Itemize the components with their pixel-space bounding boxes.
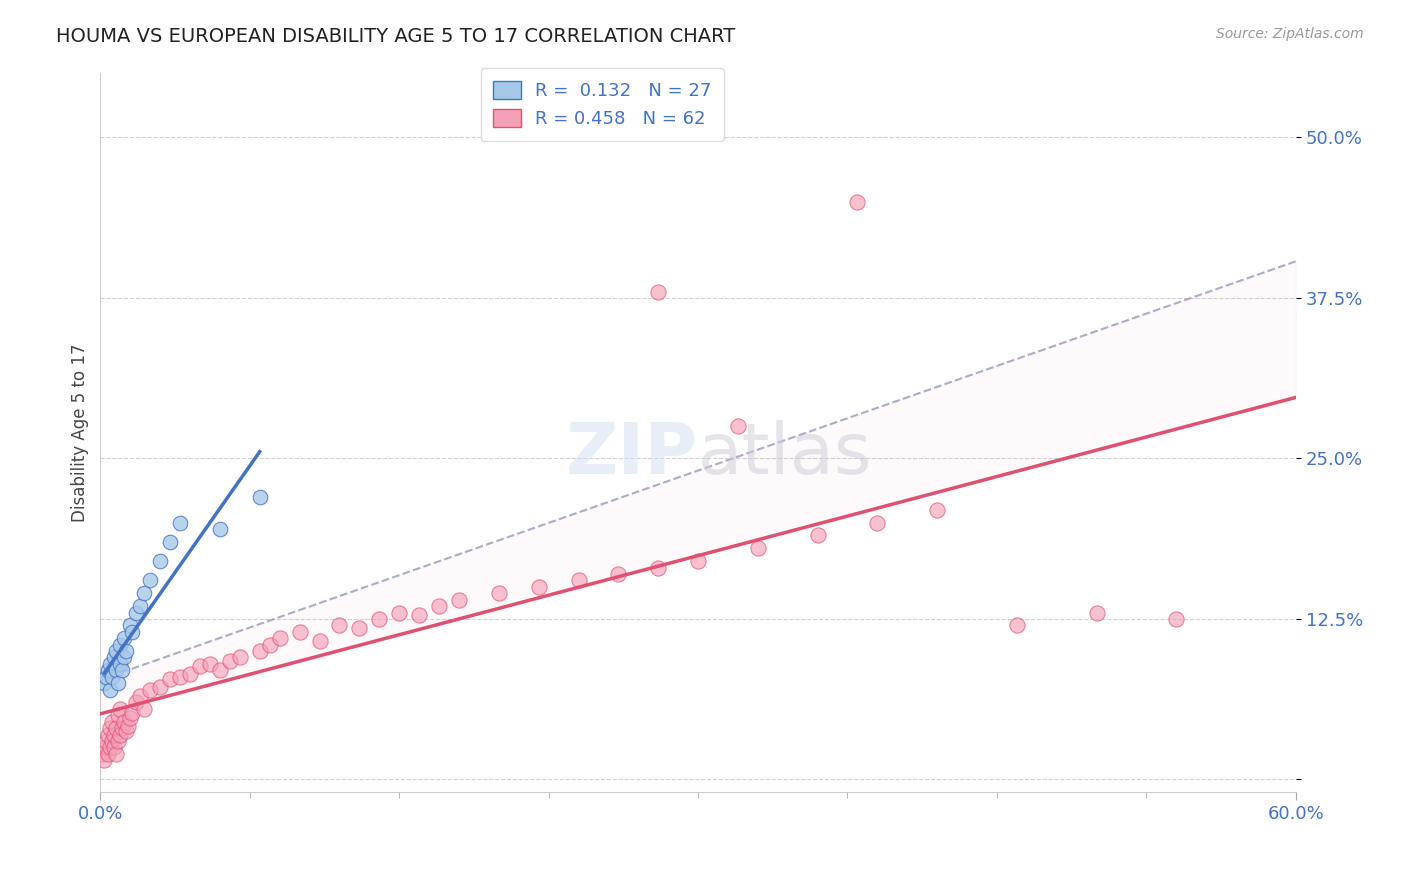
Point (229, 650, 252, 665)
Point (93, 753, 115, 767)
Point (328, 618, 350, 632)
Point (105, 747, 128, 761)
Point (647, 560, 669, 574)
Point (112, 631, 135, 645)
Point (110, 657, 132, 671)
Text: atlas: atlas (697, 420, 873, 489)
Point (107, 708, 129, 723)
Point (686, 554, 709, 568)
Point (747, 541, 769, 556)
Point (98, 740, 121, 755)
Point (488, 586, 510, 600)
Point (134, 702, 156, 716)
Point (129, 599, 152, 613)
Point (727, 419, 749, 434)
Point (110, 702, 132, 716)
Point (149, 554, 172, 568)
Point (125, 606, 148, 620)
Point (121, 706, 143, 720)
Point (368, 612, 391, 626)
Text: HOUMA VS EUROPEAN DISABILITY AGE 5 TO 17 CORRELATION CHART: HOUMA VS EUROPEAN DISABILITY AGE 5 TO 17… (56, 27, 735, 45)
Point (103, 740, 125, 755)
Point (120, 618, 142, 632)
Point (125, 695, 148, 709)
Point (115, 644, 138, 658)
Point (98, 657, 121, 671)
Point (115, 723, 138, 738)
Point (169, 670, 191, 684)
Point (110, 638, 132, 652)
Y-axis label: Disability Age 5 to 17: Disability Age 5 to 17 (72, 343, 89, 522)
Point (1005, 618, 1028, 632)
Point (169, 516, 191, 530)
Point (259, 638, 281, 652)
Point (208, 663, 231, 677)
Point (117, 718, 139, 732)
Point (96, 670, 118, 684)
Point (288, 624, 311, 639)
Point (103, 650, 125, 665)
Point (98, 721, 121, 735)
Point (179, 667, 201, 681)
Point (846, 194, 869, 209)
Point (447, 592, 470, 607)
Point (120, 711, 142, 725)
Point (1166, 612, 1188, 626)
Point (159, 535, 181, 549)
Text: ZIP: ZIP (565, 420, 697, 489)
Point (308, 633, 330, 648)
Point (1085, 606, 1108, 620)
Point (96, 734, 118, 748)
Point (249, 644, 271, 658)
Point (647, 285, 669, 299)
Point (97, 663, 120, 677)
Point (101, 734, 124, 748)
Point (218, 654, 240, 668)
Point (567, 574, 589, 588)
Point (105, 721, 128, 735)
Point (188, 659, 211, 673)
Point (97, 747, 120, 761)
Point (91, 747, 114, 761)
Point (139, 574, 162, 588)
Point (427, 599, 450, 613)
Point (349, 621, 371, 635)
Point (269, 631, 291, 645)
Point (101, 670, 124, 684)
Point (527, 580, 550, 594)
Point (111, 663, 134, 677)
Point (101, 714, 124, 729)
Point (198, 657, 221, 671)
Point (866, 516, 889, 530)
Legend: R =  0.132   N = 27, R = 0.458   N = 62: R = 0.132 N = 27, R = 0.458 N = 62 (481, 68, 724, 141)
Point (134, 586, 156, 600)
Point (129, 689, 152, 703)
Point (927, 503, 949, 517)
Point (112, 714, 135, 729)
Point (110, 727, 132, 741)
Point (105, 644, 128, 658)
Point (139, 682, 162, 697)
Point (408, 608, 430, 623)
Point (111, 721, 134, 735)
Point (97, 727, 120, 741)
Point (103, 727, 125, 741)
Text: Source: ZipAtlas.com: Source: ZipAtlas.com (1216, 27, 1364, 41)
Point (107, 734, 129, 748)
Point (159, 673, 181, 687)
Point (121, 624, 143, 639)
Point (93, 676, 115, 690)
Point (96, 740, 118, 755)
Point (98, 682, 121, 697)
Point (107, 676, 129, 690)
Point (607, 566, 630, 581)
Point (208, 522, 231, 536)
Point (112, 650, 135, 665)
Point (105, 663, 128, 677)
Point (149, 680, 172, 694)
Point (388, 606, 411, 620)
Point (807, 528, 830, 542)
Point (249, 490, 271, 504)
